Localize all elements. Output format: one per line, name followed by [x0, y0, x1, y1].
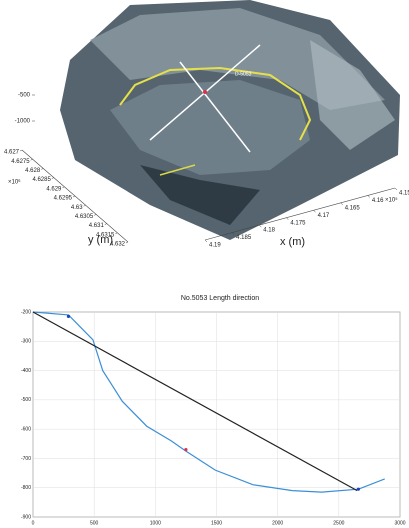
y-tick — [126, 242, 128, 243]
x-tick — [259, 225, 261, 227]
y-tick — [115, 233, 117, 234]
y-tick — [31, 159, 33, 160]
y-tick-label: 4.628 — [25, 168, 41, 174]
y-tick-label: 4.6275 — [11, 159, 30, 165]
x-tick — [314, 210, 316, 212]
line-series — [33, 312, 357, 491]
y-tick-label: 4.63 — [71, 205, 83, 211]
x-tick — [341, 203, 343, 205]
marker — [67, 315, 70, 318]
y-tick — [105, 224, 107, 225]
x-tick — [395, 188, 397, 190]
y-tick-label: -600 — [21, 426, 31, 432]
x-tick — [205, 240, 207, 242]
y-tick-label: -200 — [21, 309, 31, 315]
y-tick-label: 4.6295 — [54, 196, 73, 202]
y-tick — [20, 150, 22, 151]
y-tick — [94, 214, 96, 215]
y-tick-label: 4.6315 — [96, 232, 115, 238]
y-tick — [84, 205, 86, 206]
x-tick-label: 3000 — [394, 520, 405, 526]
y-tick-label: -500 — [21, 397, 31, 403]
x-tick-label: 4.175 — [290, 220, 306, 226]
marker — [357, 488, 360, 491]
z-tick-label: -500 — [18, 93, 31, 99]
y-tick-label: 4.631 — [89, 223, 105, 229]
x-tick — [368, 195, 370, 197]
y-tick-label: 4.632 — [110, 242, 126, 248]
x-tick-label: 4.165 — [345, 205, 361, 211]
x-tick-label: 0 — [32, 520, 35, 526]
y-tick-label: -300 — [21, 339, 31, 345]
y-tick-label: -900 — [21, 514, 31, 520]
center-point — [203, 90, 207, 94]
annotation: D-5053 — [235, 71, 252, 77]
x-axis-label: x (m) — [280, 236, 305, 248]
y-tick — [73, 196, 75, 197]
y-tick-label: -400 — [21, 368, 31, 374]
marker — [184, 448, 187, 451]
x-tick-label: 4.18 — [263, 228, 275, 234]
y-tick — [41, 168, 43, 169]
x-exponent: ×10⁵ — [385, 197, 398, 204]
chart-title: No.5053 Length direction — [181, 295, 259, 302]
y-tick-label: 4.629 — [46, 186, 62, 192]
x-tick-label: 4.19 — [209, 243, 221, 249]
x-tick-label: 1500 — [211, 520, 222, 526]
y-tick-label: 4.6305 — [75, 214, 94, 220]
y-tick-label: 4.627 — [4, 150, 20, 156]
y-tick-label: -800 — [21, 485, 31, 491]
x-tick-label: 4.17 — [318, 213, 330, 219]
x-tick-label: 500 — [90, 520, 99, 526]
y-tick-label: 4.6285 — [32, 177, 51, 183]
y-tick — [52, 178, 54, 179]
y-exponent: ×10⁶ — [8, 179, 21, 186]
figure: D-5053 y (m) x (m) ×10⁶ ×10⁵ No.5053 Len… — [0, 0, 409, 528]
x-tick-label: 4.185 — [236, 235, 252, 241]
x-tick-label: 4.155 — [399, 191, 409, 197]
line-series — [33, 312, 385, 492]
x-tick-label: 1000 — [150, 520, 161, 526]
y-tick — [62, 187, 64, 188]
x-tick-label: 2500 — [333, 520, 344, 526]
x-tick — [286, 218, 288, 220]
x-tick-label: 4.16 — [372, 198, 384, 204]
x-tick-label: 2000 — [272, 520, 283, 526]
y-tick-label: -700 — [21, 456, 31, 462]
z-tick-label: -1000 — [15, 119, 31, 125]
